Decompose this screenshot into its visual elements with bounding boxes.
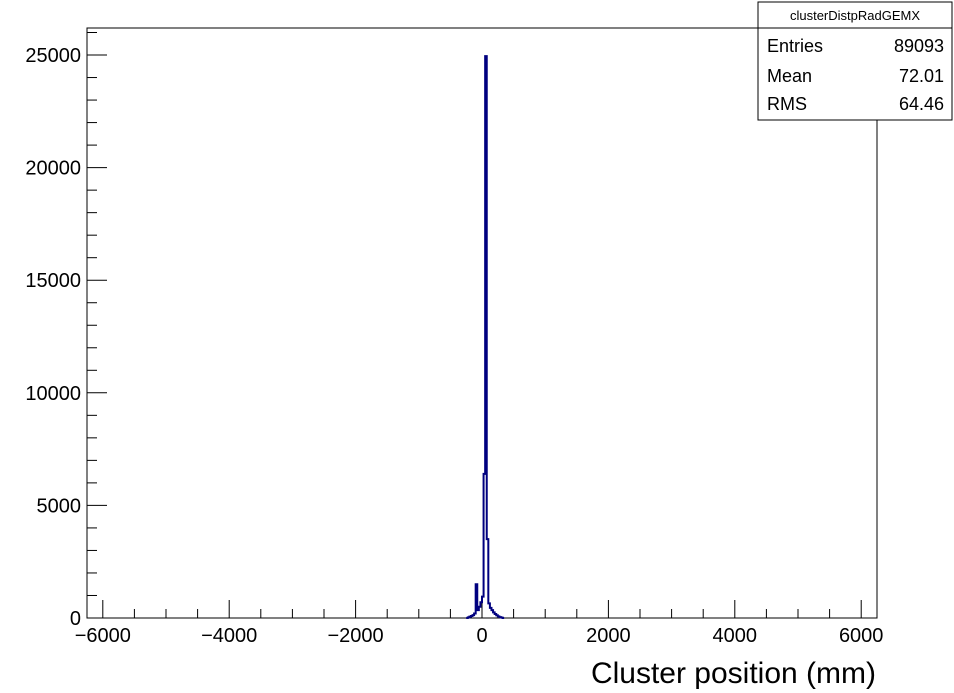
x-axis: −6000 −4000 −2000 0 2000 4000 6000	[75, 600, 884, 647]
y-tick-label: 25000	[25, 45, 81, 67]
stats-rms-label: RMS	[767, 94, 807, 114]
y-tick-label: 0	[70, 608, 81, 630]
x-tick-label: 0	[476, 625, 487, 647]
x-tick-label: −4000	[201, 625, 257, 647]
stats-box: clusterDistpRadGEMX Entries 89093 Mean 7…	[757, 1, 953, 121]
stats-mean-label: Mean	[767, 66, 812, 86]
stats-entries-label: Entries	[767, 36, 823, 56]
stats-entries-value: 89093	[894, 36, 944, 56]
x-tick-label: 6000	[839, 625, 884, 647]
histogram-line	[466, 55, 505, 619]
x-tick-label: 4000	[713, 625, 758, 647]
x-tick-label: 2000	[586, 625, 631, 647]
x-tick-label: −6000	[75, 625, 131, 647]
x-tick-label: −2000	[328, 625, 384, 647]
stats-mean-value: 72.01	[899, 66, 944, 86]
stats-box-frame	[757, 1, 953, 121]
x-axis-title: Cluster position (mm)	[591, 657, 876, 690]
stats-rms-value: 64.46	[899, 94, 944, 114]
y-tick-label: 15000	[25, 270, 81, 292]
stats-box-title: clusterDistpRadGEMX	[790, 8, 920, 23]
y-tick-label: 10000	[25, 383, 81, 405]
y-tick-label: 5000	[37, 495, 82, 517]
y-axis: 0 5000 10000 15000 20000 25000	[25, 32, 107, 630]
y-tick-label: 20000	[25, 158, 81, 180]
